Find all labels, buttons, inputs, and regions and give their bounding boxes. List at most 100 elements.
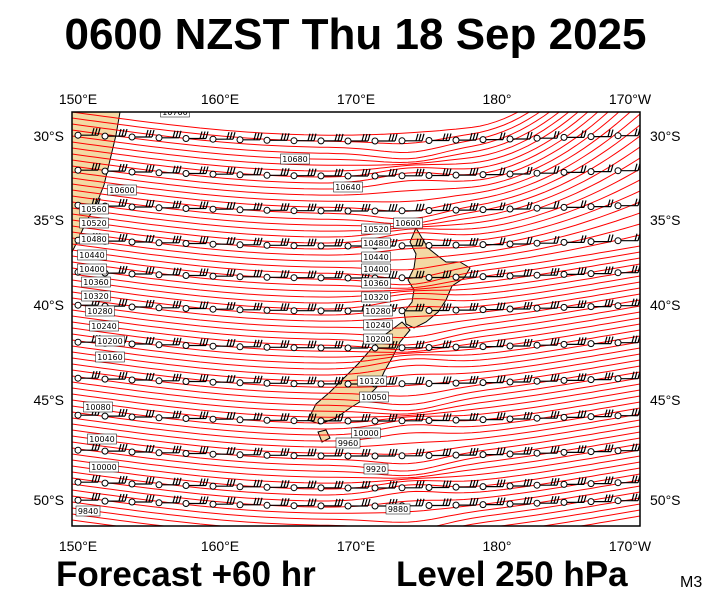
contour-label: 10560 — [79, 203, 109, 215]
wind-barb — [506, 268, 533, 280]
svg-text:10440: 10440 — [363, 253, 388, 262]
wind-barb — [101, 493, 128, 505]
lat-label-30s-left: 30°S — [33, 128, 64, 144]
lon-label-150e-top: 150°E — [59, 91, 97, 107]
wind-barb — [533, 166, 560, 177]
wind-barb — [560, 337, 587, 348]
wind-barb — [101, 128, 128, 140]
wind-barb — [614, 233, 640, 245]
svg-text:10320: 10320 — [363, 293, 388, 302]
contour-label: 10640 — [333, 181, 363, 193]
wind-barb — [560, 410, 587, 421]
svg-text:10400: 10400 — [79, 265, 104, 274]
wind-barb — [290, 270, 317, 282]
lon-label-160e-top: 160°E — [201, 91, 239, 107]
wind-barb — [506, 301, 533, 313]
wind-barb — [506, 166, 533, 178]
wind-barb — [74, 475, 101, 486]
wind-barb — [425, 413, 452, 424]
wind-barb — [236, 497, 263, 509]
wind-barb — [425, 480, 452, 491]
wind-barb — [533, 301, 560, 312]
wind-barb — [182, 496, 209, 507]
wind-barb — [425, 340, 452, 351]
wind-barb — [344, 498, 371, 510]
wind-barb — [344, 133, 371, 145]
contour-line — [72, 275, 640, 310]
contour-line — [72, 112, 541, 154]
wind-barb — [155, 445, 182, 457]
wind-barb — [587, 129, 614, 141]
contour-label: 10320 — [81, 290, 111, 302]
map-frame — [71, 111, 641, 527]
contour-label: 10400 — [77, 263, 107, 275]
contour-label: 10050 — [359, 391, 389, 403]
wind-barb — [182, 338, 209, 349]
wind-barb — [425, 448, 452, 459]
contour-line — [72, 212, 640, 262]
wind-barb — [560, 300, 587, 311]
wind-barb — [155, 300, 182, 312]
wind-barb — [560, 445, 587, 456]
contour-line — [72, 431, 640, 472]
wind-barb — [155, 410, 182, 422]
contour-label: 10400 — [361, 263, 391, 275]
wind-barb — [290, 340, 317, 352]
contour-label: 10280 — [363, 305, 393, 317]
svg-text:10480: 10480 — [81, 235, 106, 244]
wind-barb — [344, 448, 371, 460]
contour-label: 9880 — [385, 503, 411, 515]
wind-barb — [614, 198, 640, 210]
svg-text:10200: 10200 — [97, 337, 122, 346]
wind-barb — [128, 199, 155, 211]
contour-line — [72, 112, 520, 136]
wind-barb — [182, 301, 209, 312]
wind-barb — [263, 203, 290, 214]
wind-barb — [452, 447, 479, 459]
contour-line — [72, 467, 640, 502]
wind-barb — [560, 165, 587, 176]
contour-line — [72, 263, 640, 298]
wind-barb — [182, 374, 209, 385]
svg-text:10080: 10080 — [85, 403, 110, 412]
lon-label-170w-top: 170°W — [609, 91, 652, 107]
wind-barb — [452, 302, 479, 314]
wind-barb — [479, 269, 506, 281]
wind-barb — [128, 129, 155, 141]
wind-barb — [479, 375, 506, 387]
wind-barb — [182, 478, 209, 489]
wind-barb — [560, 235, 587, 246]
wind-barb — [74, 371, 101, 382]
contour-label: 10760 — [160, 112, 190, 118]
wind-barb — [479, 339, 506, 351]
contour-label: 10160 — [95, 351, 125, 363]
wind-barb — [533, 236, 560, 247]
wind-barbs — [74, 128, 640, 510]
contour-label: 10360 — [81, 276, 111, 288]
wind-barb — [155, 130, 182, 142]
wind-barb — [263, 480, 290, 491]
wind-barb — [560, 267, 587, 278]
wind-barb — [155, 267, 182, 279]
wind-barb — [317, 413, 344, 425]
lon-label-180-top: 180° — [483, 91, 512, 107]
wind-barb — [398, 168, 425, 180]
wind-barb — [128, 444, 155, 456]
contour-line — [72, 317, 640, 353]
wind-barb — [317, 340, 344, 352]
lon-label-160e-bottom: 160°E — [201, 538, 239, 554]
wind-barb — [74, 163, 101, 174]
wind-barb — [155, 165, 182, 177]
wind-barb — [155, 495, 182, 507]
wind-barb — [398, 480, 425, 492]
wind-barb — [398, 448, 425, 460]
model-code: M3 — [680, 574, 703, 591]
wind-barb — [128, 409, 155, 421]
lat-label-45s-left: 45°S — [33, 392, 64, 408]
wind-barb — [290, 376, 317, 388]
wind-barb — [587, 494, 614, 506]
wind-barb — [236, 237, 263, 249]
svg-text:10280: 10280 — [365, 307, 390, 316]
contour-line — [72, 341, 640, 376]
wind-barb — [317, 133, 344, 145]
